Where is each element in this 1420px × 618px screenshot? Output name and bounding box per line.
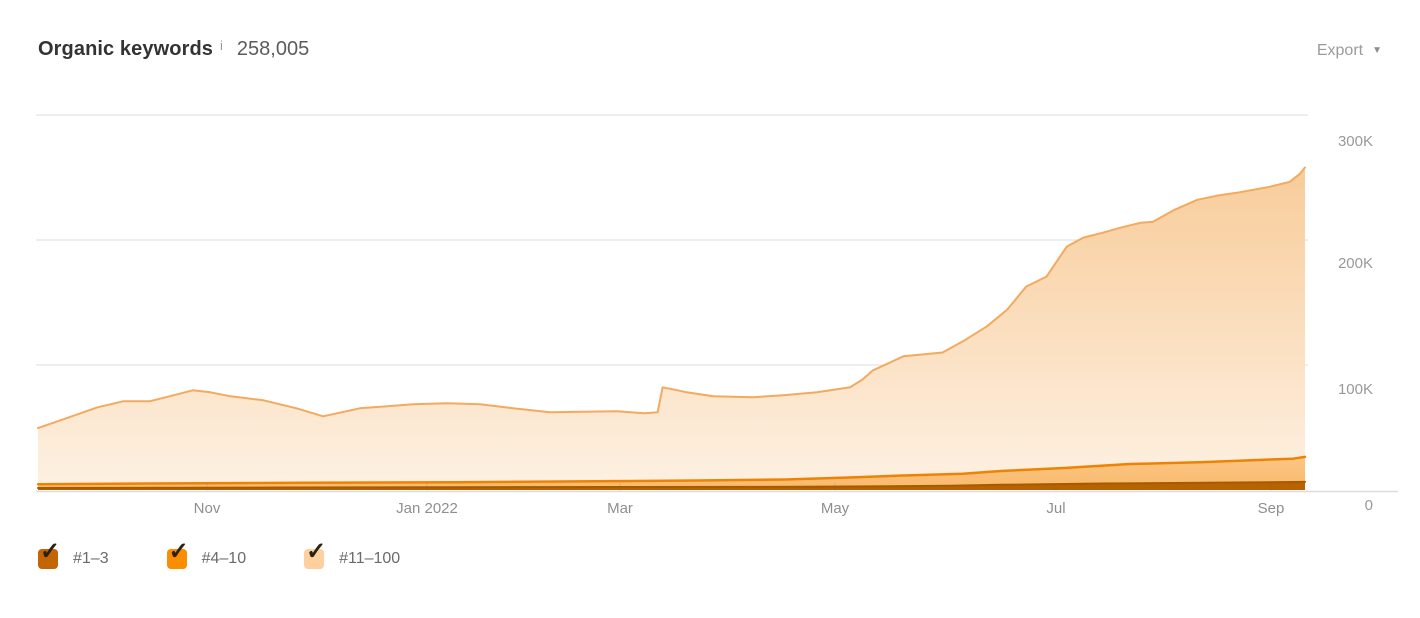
caret-down-icon: ▼ [1372,44,1382,56]
x-axis-label: May [820,500,850,517]
legend-item-1-3[interactable]: ✓ #1–3 [38,540,109,569]
export-button[interactable]: Export ▼ [1317,42,1382,60]
legend-label: #4–10 [201,550,247,567]
checkmark-icon: ✓ [40,538,61,565]
keyword-count: 258,005 [236,38,310,60]
checkmark-icon: ✓ [168,538,189,565]
panel-title: Organic keywords [38,38,213,60]
legend-checkbox-4-10[interactable]: ✓ [166,540,189,569]
x-axis-label: Jul [1046,500,1066,517]
y-axis-label: 300K [1337,133,1373,150]
x-axis-label: Nov [193,500,221,517]
chart-legend: ✓ #1–3 ✓ #4–10 ✓ #11–100 [38,540,458,569]
y-axis-label: 0 [1364,497,1373,514]
legend-label: #1–3 [73,550,109,567]
checkmark-icon: ✓ [306,538,327,565]
legend-checkbox-1-3[interactable]: ✓ [38,540,60,569]
info-icon[interactable]: i [220,38,223,53]
legend-item-11-100[interactable]: ✓ #11–100 [304,540,401,569]
x-axis-label: Mar [607,500,633,517]
legend-label: #11–100 [339,550,401,567]
legend-item-4-10[interactable]: ✓ #4–10 [166,540,247,569]
y-axis-label: 100K [1337,381,1373,398]
y-axis-label: 200K [1337,255,1373,272]
x-axis-label: Jan 2022 [396,500,458,517]
panel-header: Organic keywords i 258,005 Export ▼ [38,38,1382,68]
legend-checkbox-11-100[interactable]: ✓ [304,540,326,569]
export-label: Export [1316,42,1364,59]
x-axis-label: Sep [1257,500,1285,517]
